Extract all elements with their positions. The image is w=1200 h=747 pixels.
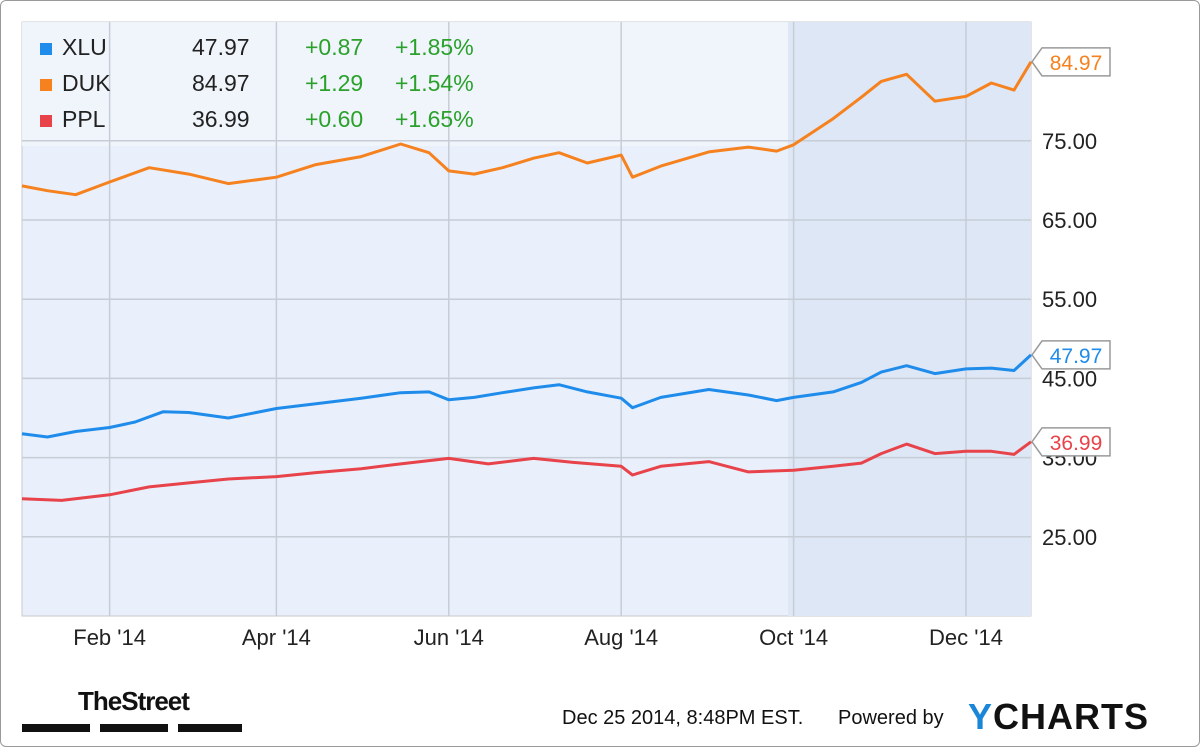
powered-by-text: Powered by — [838, 707, 944, 729]
legend-last-price: 84.97 — [192, 70, 250, 96]
recent-period-highlight — [788, 22, 1031, 616]
legend-change-pct: +1.54% — [395, 70, 474, 96]
legend-symbol: PPL — [62, 106, 106, 132]
legend-symbol: DUK — [62, 70, 111, 96]
ycharts-logo-rest: CHARTS — [993, 696, 1150, 737]
legend-swatch-xlu — [40, 43, 52, 55]
grid — [22, 22, 1031, 616]
y-tick-label: 25.00 — [1042, 525, 1097, 550]
thestreet-logo[interactable]: TheStreet — [22, 686, 252, 734]
legend-row-ppl[interactable]: PPL 36.99 +0.60 +1.65% — [40, 106, 500, 136]
x-tick-label: Oct '14 — [759, 625, 828, 650]
series-line-duk — [21, 61, 1033, 197]
legend-background — [22, 22, 788, 146]
legend-change-pct: +1.65% — [395, 106, 474, 132]
ycharts-logo[interactable]: YCHARTS — [968, 696, 1149, 738]
legend-row-duk[interactable]: DUK 84.97 +1.29 +1.54% — [40, 70, 500, 100]
end-label-box — [1031, 427, 1111, 457]
legend-swatch-duk — [40, 79, 52, 91]
x-tick-label: Jun '14 — [414, 625, 484, 650]
legend-swatch-ppl — [40, 115, 52, 127]
logo-bar — [100, 724, 168, 732]
y-tick-label: 65.00 — [1042, 208, 1097, 233]
legend-last-price: 36.99 — [192, 106, 250, 132]
end-label-duk: 84.97 — [1031, 47, 1111, 77]
end-label-text: 84.97 — [1050, 52, 1103, 75]
series-line-ppl — [21, 440, 1032, 502]
y-tick-label: 45.00 — [1042, 366, 1097, 391]
legend-change-pct: +1.85% — [395, 34, 474, 60]
end-label-ppl: 36.99 — [1031, 427, 1111, 457]
x-tick-label: Feb '14 — [73, 625, 146, 650]
logo-bar — [22, 724, 90, 732]
x-axis-labels: Feb '14 Apr '14 Jun '14 Aug '14 Oct '14 Dec '… — [73, 625, 1003, 650]
end-label-box — [1031, 340, 1111, 370]
legend-change: +0.60 — [305, 106, 364, 132]
x-tick-label: Aug '14 — [584, 625, 658, 650]
y-tick-label: 55.00 — [1042, 287, 1097, 312]
end-label-xlu: 47.97 — [1031, 340, 1111, 370]
legend-change: +1.29 — [305, 70, 364, 96]
series-lines — [21, 61, 1033, 502]
timestamp: Dec 25 2014, 8:48PM EST. — [562, 707, 804, 729]
legend-last-price: 47.97 — [192, 34, 250, 60]
ycharts-logo-y: Y — [968, 696, 994, 737]
end-label-box — [1031, 47, 1111, 77]
legend-symbol: XLU — [62, 34, 107, 60]
end-value-labels: 47.97 84.97 36.99 — [1031, 47, 1111, 457]
legend-row-xlu[interactable]: XLU 47.97 +0.87 +1.85% — [40, 34, 500, 64]
y-tick-label: 75.00 — [1042, 129, 1097, 154]
end-label-text: 36.99 — [1050, 432, 1103, 455]
end-label-text: 47.97 — [1050, 345, 1103, 368]
legend-change: +0.87 — [305, 34, 364, 60]
x-tick-label: Dec '14 — [929, 625, 1003, 650]
series-line-xlu — [21, 353, 1033, 439]
logo-bar — [178, 724, 242, 732]
x-tick-label: Apr '14 — [242, 625, 311, 650]
thestreet-logo-text: TheStreet — [78, 686, 190, 716]
